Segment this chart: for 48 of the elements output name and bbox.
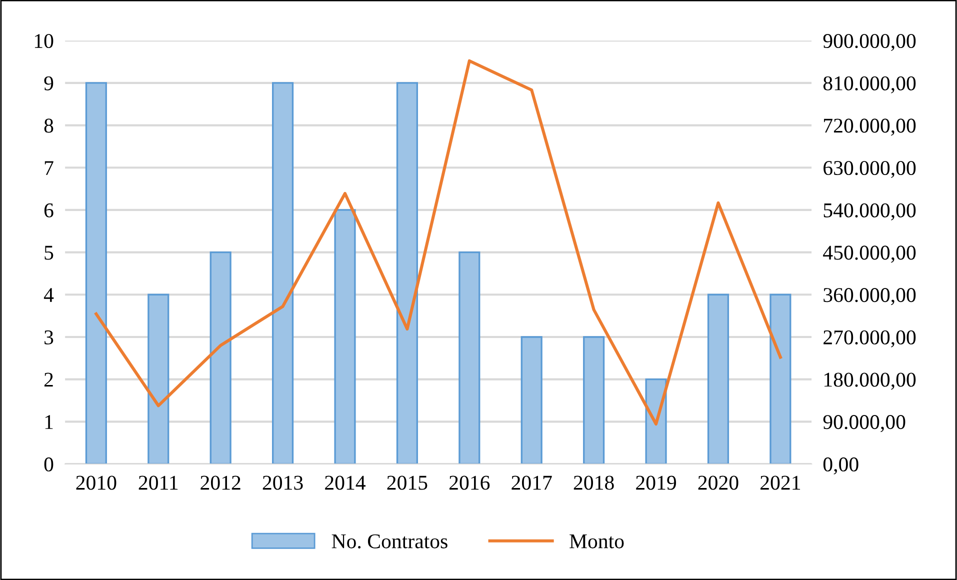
x-tick-label: 2019: [636, 476, 676, 490]
legend-label: Monto: [570, 534, 624, 548]
line-series: [94, 59, 782, 426]
bar: [334, 209, 356, 464]
bar: [458, 251, 480, 464]
y2-tick-label: 630.000,00: [824, 160, 916, 178]
y-tick-label: 7: [44, 161, 54, 175]
bar: [520, 336, 542, 464]
x-tick-label: 2011: [138, 476, 178, 490]
y-tick-label: 4: [44, 288, 54, 302]
y-tick-label: 6: [44, 203, 54, 218]
y2-tick-label: 180.000,00: [824, 372, 916, 390]
y2-tick-label: 900.000,00: [823, 34, 916, 52]
bar: [583, 336, 605, 464]
bar: [148, 294, 170, 464]
bar: [85, 82, 107, 464]
legend-label: No. Contratos: [332, 534, 448, 548]
x-tick-label: 2010: [76, 476, 116, 490]
x-tick-label: 2016: [449, 476, 490, 490]
y-tick-label: 2: [44, 372, 53, 387]
y2-tick-label: 450.000,00: [823, 246, 916, 263]
y-tick-label: 3: [44, 330, 54, 344]
bar: [396, 82, 418, 464]
x-tick-label: 2013: [262, 476, 303, 490]
bar: [770, 294, 792, 464]
x-tick-label: 2017: [512, 476, 552, 490]
x-tick-label: 2021: [760, 476, 800, 490]
x-tick-label: 2018: [574, 476, 614, 490]
y2-tick-label: 360.000,00: [824, 288, 916, 306]
x-tick-label: 2015: [387, 476, 428, 490]
y-tick-label: 1: [45, 415, 53, 429]
y2-tick-label: 270.000,00: [824, 330, 916, 348]
y-tick-label: 0: [44, 457, 54, 472]
y-tick-label: 10: [34, 34, 54, 48]
y-tick-label: 5: [44, 246, 54, 260]
bar: [272, 82, 294, 464]
y-tick-label: 8: [44, 118, 54, 133]
y2-tick-label: 90.000,00: [823, 415, 906, 432]
x-tick-label: 2012: [200, 476, 240, 490]
y2-tick-label: 540.000,00: [824, 203, 916, 220]
y2-tick-label: 720.000,00: [824, 118, 916, 136]
x-tick-label: 2020: [698, 476, 738, 490]
y2-tick-label: 0,00: [823, 457, 858, 474]
x-tick-label: 2014: [325, 476, 366, 490]
y-tick-label: 9: [44, 76, 54, 90]
bar: [707, 294, 730, 464]
bar: [210, 251, 232, 464]
y2-tick-label: 810.000,00: [823, 76, 916, 94]
